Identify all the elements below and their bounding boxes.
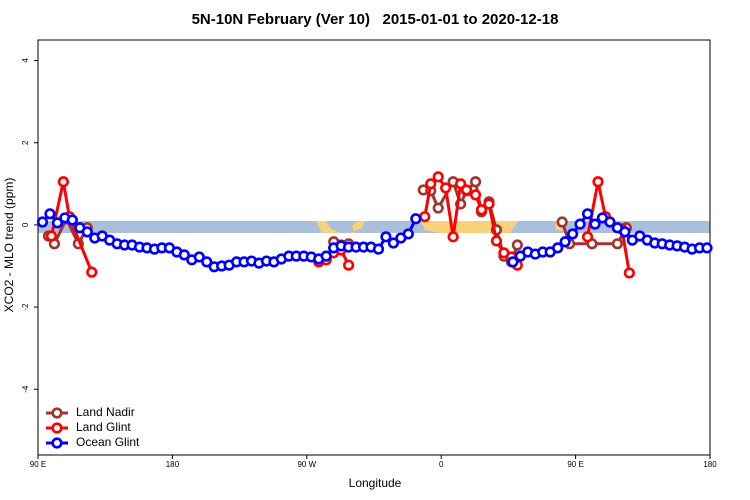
x-tick-label: 90 W [297,460,316,469]
point [343,259,355,271]
point [619,226,631,238]
legend-marker [51,422,63,434]
point [320,250,332,262]
point [469,176,482,188]
y-tick-label: 0 [21,222,30,227]
point [592,176,604,188]
point [410,213,422,225]
point [483,198,495,210]
point [507,256,519,268]
point [469,189,482,201]
chart-title: 5N-10N February (Ver 10) 2015-01-01 to 2… [192,11,559,28]
point [511,239,523,251]
x-tick-label: 180 [703,460,717,469]
point [372,243,385,255]
point [432,171,444,183]
point [387,237,400,249]
legend-label: Land Nadir [76,405,135,419]
point [581,208,594,220]
x-axis-label: Longitude [349,476,402,490]
y-tick-label: 4 [21,58,30,63]
point [51,217,64,229]
point [45,230,58,242]
point [604,216,616,228]
point [475,204,488,216]
x-tick-label: 90 E [30,460,46,469]
point [581,231,594,243]
point [701,242,713,254]
legend-marker [51,407,63,419]
point [611,238,624,250]
legend-label: Ocean Glint [76,435,140,449]
point [440,182,452,194]
point [36,216,49,228]
point [556,216,568,228]
point [552,242,564,254]
y-tick-label: -2 [21,303,30,311]
point [178,249,190,261]
point [66,214,78,226]
point [44,208,56,220]
point [193,251,205,263]
point [567,228,579,240]
point [490,235,503,247]
x-tick-label: 180 [166,460,180,469]
legend-label: Land Glint [76,420,131,434]
x-tick-label: 90 E [567,460,583,469]
y-tick-label: -4 [21,385,30,393]
point [559,236,571,248]
x-tick-label: 0 [439,460,444,469]
point [574,218,586,230]
legend-marker [51,437,63,449]
point [432,202,444,214]
point [81,226,93,238]
point [460,184,473,196]
point [86,266,98,278]
point [380,231,392,243]
point [623,267,635,279]
point [425,178,437,190]
point [589,218,601,230]
y-axis-label: XCO2 - MLO trend (ppm) [2,178,16,313]
point [419,211,431,223]
point [201,256,213,268]
y-tick-label: 2 [21,140,30,145]
point [402,228,414,240]
point [447,231,459,243]
point [57,176,69,188]
